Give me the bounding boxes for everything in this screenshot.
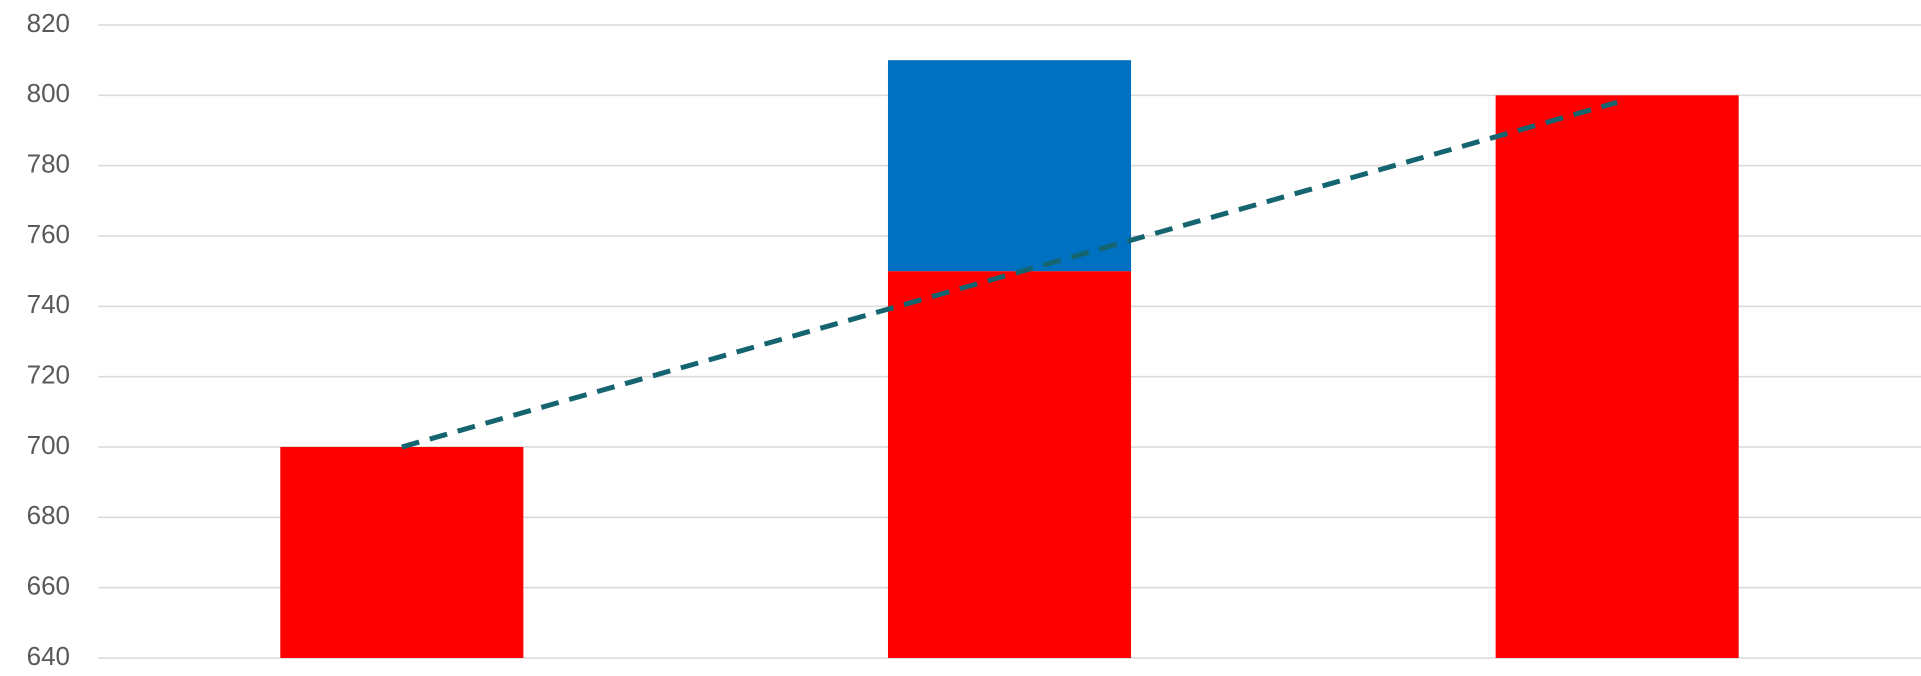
- line: [401, 99, 1618, 450]
- y-tick-label: 760: [27, 219, 70, 249]
- y-tick-label: 780: [27, 149, 70, 179]
- y-tick-label: 800: [27, 78, 70, 108]
- y-tick-label: 660: [27, 571, 70, 601]
- bar: [1495, 95, 1739, 659]
- bar: [887, 60, 1132, 272]
- bar: [887, 271, 1132, 658]
- y-tick-label: 720: [27, 360, 70, 390]
- y-tick-label: 700: [27, 430, 70, 460]
- y-tick-label: 680: [27, 500, 70, 530]
- y-tick-label: 640: [27, 641, 70, 671]
- bar: [280, 447, 524, 658]
- y-tick-label: 740: [27, 289, 70, 319]
- y-tick-label: 820: [27, 8, 70, 38]
